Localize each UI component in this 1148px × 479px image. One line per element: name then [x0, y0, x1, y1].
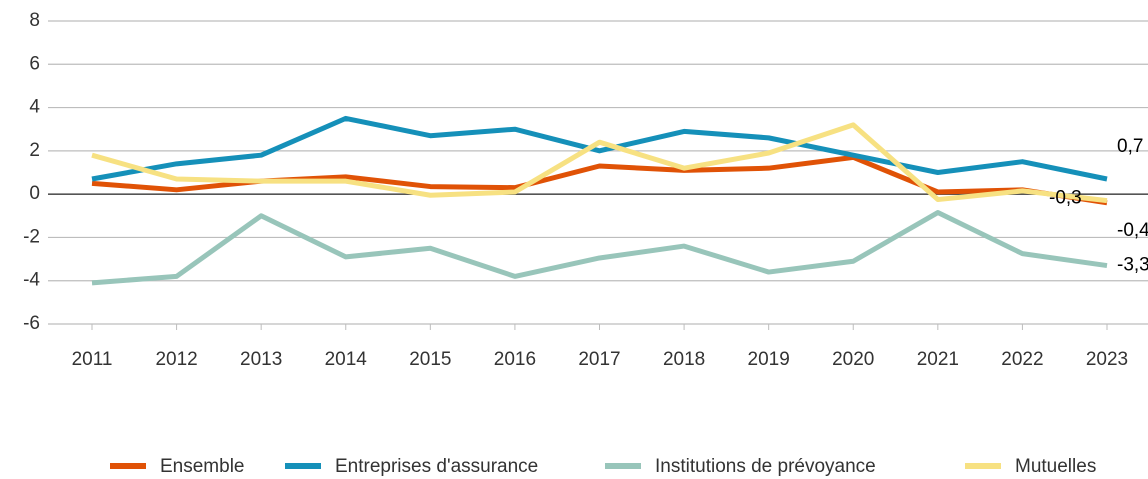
y-tick-label: 2: [29, 140, 40, 161]
x-tick-label: 2018: [663, 349, 705, 370]
y-tick-label: 8: [29, 10, 40, 31]
x-tick-label: 2023: [1086, 349, 1128, 370]
legend-label: Ensemble: [160, 456, 245, 477]
x-tick-label: 2015: [409, 349, 451, 370]
y-tick-label: -6: [23, 313, 40, 334]
x-tick-label: 2012: [155, 349, 197, 370]
x-tick-label: 2020: [832, 349, 874, 370]
x-tick-label: 2022: [1001, 349, 1043, 370]
legend-label: Mutuelles: [1015, 456, 1096, 477]
legend-label: Institutions de prévoyance: [655, 456, 876, 477]
series-line: [91, 115, 1108, 182]
x-tick-label: 2013: [240, 349, 282, 370]
y-tick-label: -4: [23, 270, 40, 291]
value-label: -0,4: [1117, 220, 1148, 241]
y-tick-label: 4: [29, 97, 40, 118]
x-tick-label: 2019: [748, 349, 790, 370]
value-label: -3,3: [1117, 255, 1148, 276]
value-label: -0,3: [1049, 188, 1082, 209]
y-tick-label: 6: [29, 53, 40, 74]
x-tick-label: 2016: [494, 349, 536, 370]
series-line: [91, 210, 1108, 286]
series-line: [91, 122, 1108, 204]
y-tick-label: -2: [23, 226, 40, 247]
value-label: 0,7: [1117, 136, 1143, 157]
x-tick-label: 2011: [72, 349, 113, 370]
x-tick-label: 2017: [578, 349, 620, 370]
x-tick-label: 2021: [917, 349, 959, 370]
legend-label: Entreprises d'assurance: [335, 456, 538, 477]
x-tick-label: 2014: [325, 349, 368, 370]
y-tick-label: 0: [29, 183, 40, 204]
